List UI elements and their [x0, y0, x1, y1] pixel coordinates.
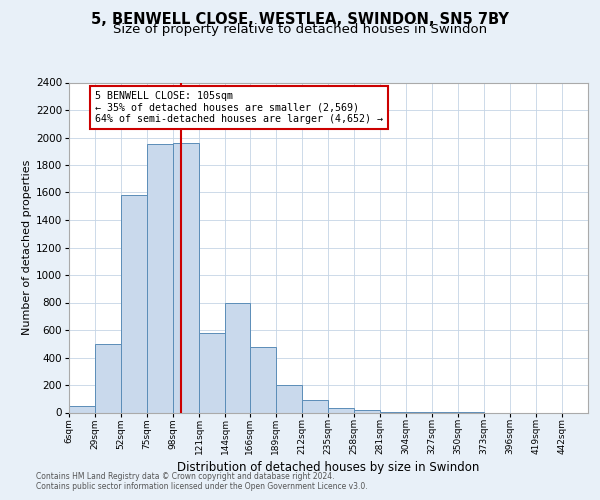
Bar — [95, 344, 121, 412]
Bar — [225, 302, 250, 412]
Text: Contains HM Land Registry data © Crown copyright and database right 2024.: Contains HM Land Registry data © Crown c… — [36, 472, 335, 481]
Bar — [302, 400, 328, 412]
X-axis label: Distribution of detached houses by size in Swindon: Distribution of detached houses by size … — [178, 462, 479, 474]
Bar — [121, 195, 147, 412]
Text: 5, BENWELL CLOSE, WESTLEA, SWINDON, SN5 7BY: 5, BENWELL CLOSE, WESTLEA, SWINDON, SN5 … — [91, 12, 509, 28]
Text: 5 BENWELL CLOSE: 105sqm
← 35% of detached houses are smaller (2,569)
64% of semi: 5 BENWELL CLOSE: 105sqm ← 35% of detache… — [95, 91, 383, 124]
Bar — [147, 144, 173, 412]
Text: Contains public sector information licensed under the Open Government Licence v3: Contains public sector information licen… — [36, 482, 368, 491]
Bar — [354, 410, 380, 412]
Bar — [173, 143, 199, 412]
Bar — [199, 333, 225, 412]
Y-axis label: Number of detached properties: Number of detached properties — [22, 160, 32, 335]
Bar — [69, 406, 95, 412]
Bar — [276, 385, 302, 412]
Bar — [328, 408, 354, 412]
Bar — [250, 346, 276, 412]
Text: Size of property relative to detached houses in Swindon: Size of property relative to detached ho… — [113, 24, 487, 36]
